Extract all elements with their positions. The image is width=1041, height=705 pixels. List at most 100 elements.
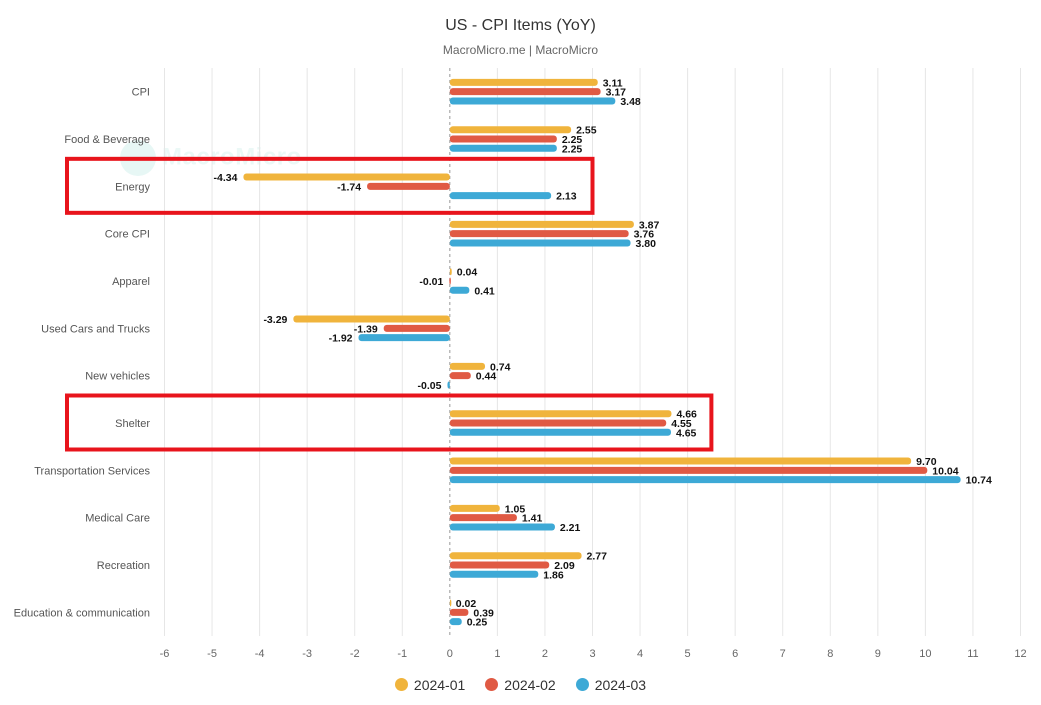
x-tick-label: 4	[637, 648, 643, 660]
bar	[449, 419, 667, 427]
bar	[449, 410, 672, 418]
category-label: Transportation Services	[34, 465, 150, 477]
category-label: Education & communication	[14, 607, 150, 619]
x-tick-label: -4	[255, 648, 265, 660]
legend-dot-icon	[394, 678, 408, 691]
chart-title: US - CPI Items (YoY)	[445, 17, 596, 34]
category-label: Shelter	[115, 418, 150, 430]
data-label: -4.34	[214, 172, 238, 184]
bar	[449, 504, 500, 512]
legend-dot-icon	[485, 678, 499, 691]
bar	[449, 514, 517, 522]
bar	[449, 561, 550, 569]
data-label: 2.13	[556, 191, 577, 203]
x-tick-label: 10	[919, 648, 931, 660]
data-label: 0.44	[476, 371, 497, 383]
category-label: Food & Beverage	[64, 134, 150, 146]
x-tick-label: 6	[732, 648, 738, 660]
bar	[358, 334, 450, 342]
bar	[449, 144, 557, 152]
data-label: 2.25	[562, 134, 583, 146]
highlight-box	[65, 156, 595, 215]
x-tick-label: 3	[589, 648, 595, 660]
bar	[449, 192, 552, 200]
data-label: 0.39	[473, 607, 494, 619]
data-label: -1.39	[354, 323, 378, 335]
bar	[449, 126, 572, 134]
data-label: 0.74	[490, 361, 511, 373]
bar	[449, 523, 555, 531]
bar	[449, 239, 631, 247]
data-label: 1.86	[543, 569, 564, 581]
data-label: -3.29	[263, 314, 287, 326]
x-tick-label: -1	[397, 648, 407, 660]
data-label: 3.17	[606, 87, 627, 99]
highlight-box	[65, 393, 714, 452]
category-label: New vehicles	[85, 371, 150, 383]
data-label: 4.66	[676, 409, 697, 421]
data-label: 3.48	[620, 96, 641, 108]
x-tick-label: 9	[875, 648, 881, 660]
x-tick-label: -5	[207, 648, 217, 660]
bar	[449, 268, 452, 276]
data-label: 0.41	[474, 285, 495, 297]
data-label: 2.77	[587, 551, 608, 563]
data-label: 4.65	[676, 427, 697, 439]
data-label: 2.25	[562, 143, 583, 155]
legend-label: 2024-01	[413, 677, 466, 693]
legend-item[interactable]: 2024-02	[485, 677, 556, 693]
bar	[449, 457, 912, 465]
data-label: 3.11	[603, 77, 623, 89]
data-label: 10.74	[966, 475, 992, 487]
data-label: 9.70	[916, 456, 937, 468]
bar	[449, 428, 671, 436]
data-label: -1.92	[329, 333, 353, 345]
data-label: -0.05	[418, 380, 442, 392]
data-label: 2.09	[554, 560, 575, 572]
bar	[449, 476, 961, 484]
legend-label: 2024-02	[504, 677, 556, 693]
x-tick-label: 2	[542, 648, 548, 660]
bar	[449, 362, 486, 370]
bar	[449, 97, 616, 105]
x-tick-label: 0	[447, 648, 453, 660]
bar	[449, 599, 452, 607]
bar	[383, 324, 450, 332]
x-tick-label: -3	[302, 648, 312, 660]
data-label: 4.55	[671, 418, 692, 430]
bar	[293, 315, 450, 323]
bar	[449, 372, 471, 380]
bar	[449, 618, 462, 626]
bar	[449, 552, 582, 560]
category-label: Apparel	[112, 276, 150, 288]
bar	[449, 570, 539, 578]
data-label: -0.01	[419, 276, 443, 288]
data-label: 2.55	[576, 125, 597, 137]
bar	[447, 381, 450, 389]
legend-item[interactable]: 2024-03	[575, 677, 646, 693]
x-tick-label: 1	[494, 648, 500, 660]
chart-subtitle: MacroMicro.me | MacroMicro	[442, 43, 599, 57]
x-tick-label: -6	[160, 648, 170, 660]
data-label: 3.80	[636, 238, 657, 250]
legend-item[interactable]: 2024-01	[394, 677, 466, 693]
category-label: Energy	[115, 181, 150, 193]
data-label: 10.04	[932, 465, 958, 477]
bar	[367, 182, 450, 190]
data-label: 2.21	[560, 522, 581, 534]
bar	[449, 608, 469, 616]
bar	[449, 277, 451, 285]
bar	[449, 135, 557, 143]
x-tick-label: 12	[1014, 648, 1026, 660]
bar	[449, 220, 634, 228]
x-tick-label: -2	[350, 648, 360, 660]
data-label: 1.41	[522, 513, 543, 525]
x-tick-label: 5	[685, 648, 691, 660]
category-label: Medical Care	[85, 513, 150, 525]
data-label: 0.02	[456, 598, 477, 610]
legend: 2024-01 2024-02 2024-03	[0, 677, 1041, 693]
data-label: 0.04	[457, 267, 478, 279]
x-tick-label: 7	[780, 648, 786, 660]
bar	[449, 230, 629, 238]
